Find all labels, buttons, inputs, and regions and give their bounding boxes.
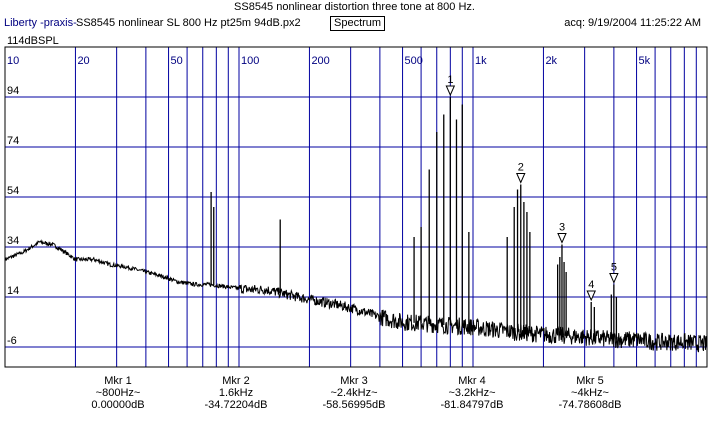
marker-readout-freq: 1.6kHz — [218, 387, 254, 399]
markers: 1 2 3 4 5 — [445, 74, 619, 302]
marker-triangle-icon — [586, 290, 596, 302]
y-tick-label: 114dBSPL — [7, 35, 59, 47]
marker-readout-freq: ~4kHz~ — [571, 387, 609, 399]
marker-readout-name: Mkr 3 — [340, 375, 368, 387]
x-tick-label: 50 — [171, 55, 183, 67]
marker-readout-name: Mkr 4 — [458, 375, 486, 387]
marker-readout-value: -58.56995dB — [322, 399, 386, 411]
marker-label: 2 — [518, 162, 524, 174]
marker-readout: Mkr 5 ~4kHz~ -74.78608dB — [535, 375, 645, 411]
marker-readout-name: Mkr 1 — [104, 375, 132, 387]
x-tick-label: 2k — [545, 55, 557, 67]
y-tick-label: -6 — [7, 335, 17, 347]
y-tick-label: 74 — [7, 135, 19, 147]
marker-readout-value: -81.84797dB — [440, 399, 504, 411]
x-tick-label: 10 — [7, 55, 19, 67]
spectrum-trace — [4, 97, 708, 353]
y-tick-label: 54 — [7, 185, 19, 197]
noise-floor-line — [4, 239, 708, 353]
x-tick-label: 20 — [77, 55, 89, 67]
y-tick-label: 34 — [7, 235, 19, 247]
marker-readout-value: -34.72204dB — [204, 399, 268, 411]
marker-label: 1 — [447, 74, 453, 86]
marker-label: 3 — [559, 222, 565, 234]
x-tick-label: 1k — [475, 55, 487, 67]
chart-title: SS8545 nonlinear distortion three tone a… — [234, 1, 475, 13]
marker-triangle-icon — [609, 273, 619, 284]
marker-readout-name: Mkr 5 — [576, 375, 604, 387]
marker-readout: Mkr 2 1.6kHz -34.72204dB — [181, 375, 291, 411]
marker-triangle-icon — [515, 173, 526, 184]
marker-readout: Mkr 4 ~3.2kHz~ -81.84797dB — [417, 375, 527, 411]
x-tick-label: 200 — [311, 55, 329, 67]
marker-readout-freq: ~800Hz~ — [95, 387, 141, 399]
marker-readout: Mkr 3 ~2.4kHz~ -58.56995dB — [299, 375, 409, 411]
x-tick-label: 500 — [405, 55, 423, 67]
marker-readout-freq: ~3.2kHz~ — [448, 387, 496, 399]
marker-label: 4 — [588, 279, 594, 291]
plot-frame — [4, 46, 708, 368]
marker-triangle-icon — [557, 233, 567, 244]
marker-readout-value: -74.78608dB — [558, 399, 622, 411]
marker-readout-name: Mkr 2 — [222, 375, 250, 387]
file-name: SS8545 nonlinear SL 800 Hz pt25m 94dB.px… — [76, 17, 301, 29]
grid-lines — [4, 46, 708, 367]
marker-readout-freq: ~2.4kHz~ — [330, 387, 378, 399]
spectrum-button[interactable]: Spectrum — [330, 16, 386, 31]
acquisition-timestamp: acq: 9/19/2004 11:25:22 AM — [564, 17, 701, 29]
app-name: Liberty -praxis- — [4, 17, 77, 29]
marker-readout-value: 0.00000dB — [91, 399, 145, 411]
x-tick-label: 5k — [639, 55, 651, 67]
x-tick-label: 100 — [241, 55, 259, 67]
marker-readout: Mkr 1 ~800Hz~ 0.00000dB — [63, 375, 173, 411]
y-tick-label: 94 — [7, 85, 19, 97]
y-tick-label: 14 — [7, 285, 19, 297]
marker-label: 5 — [611, 262, 617, 274]
marker-triangle-icon — [445, 85, 456, 97]
